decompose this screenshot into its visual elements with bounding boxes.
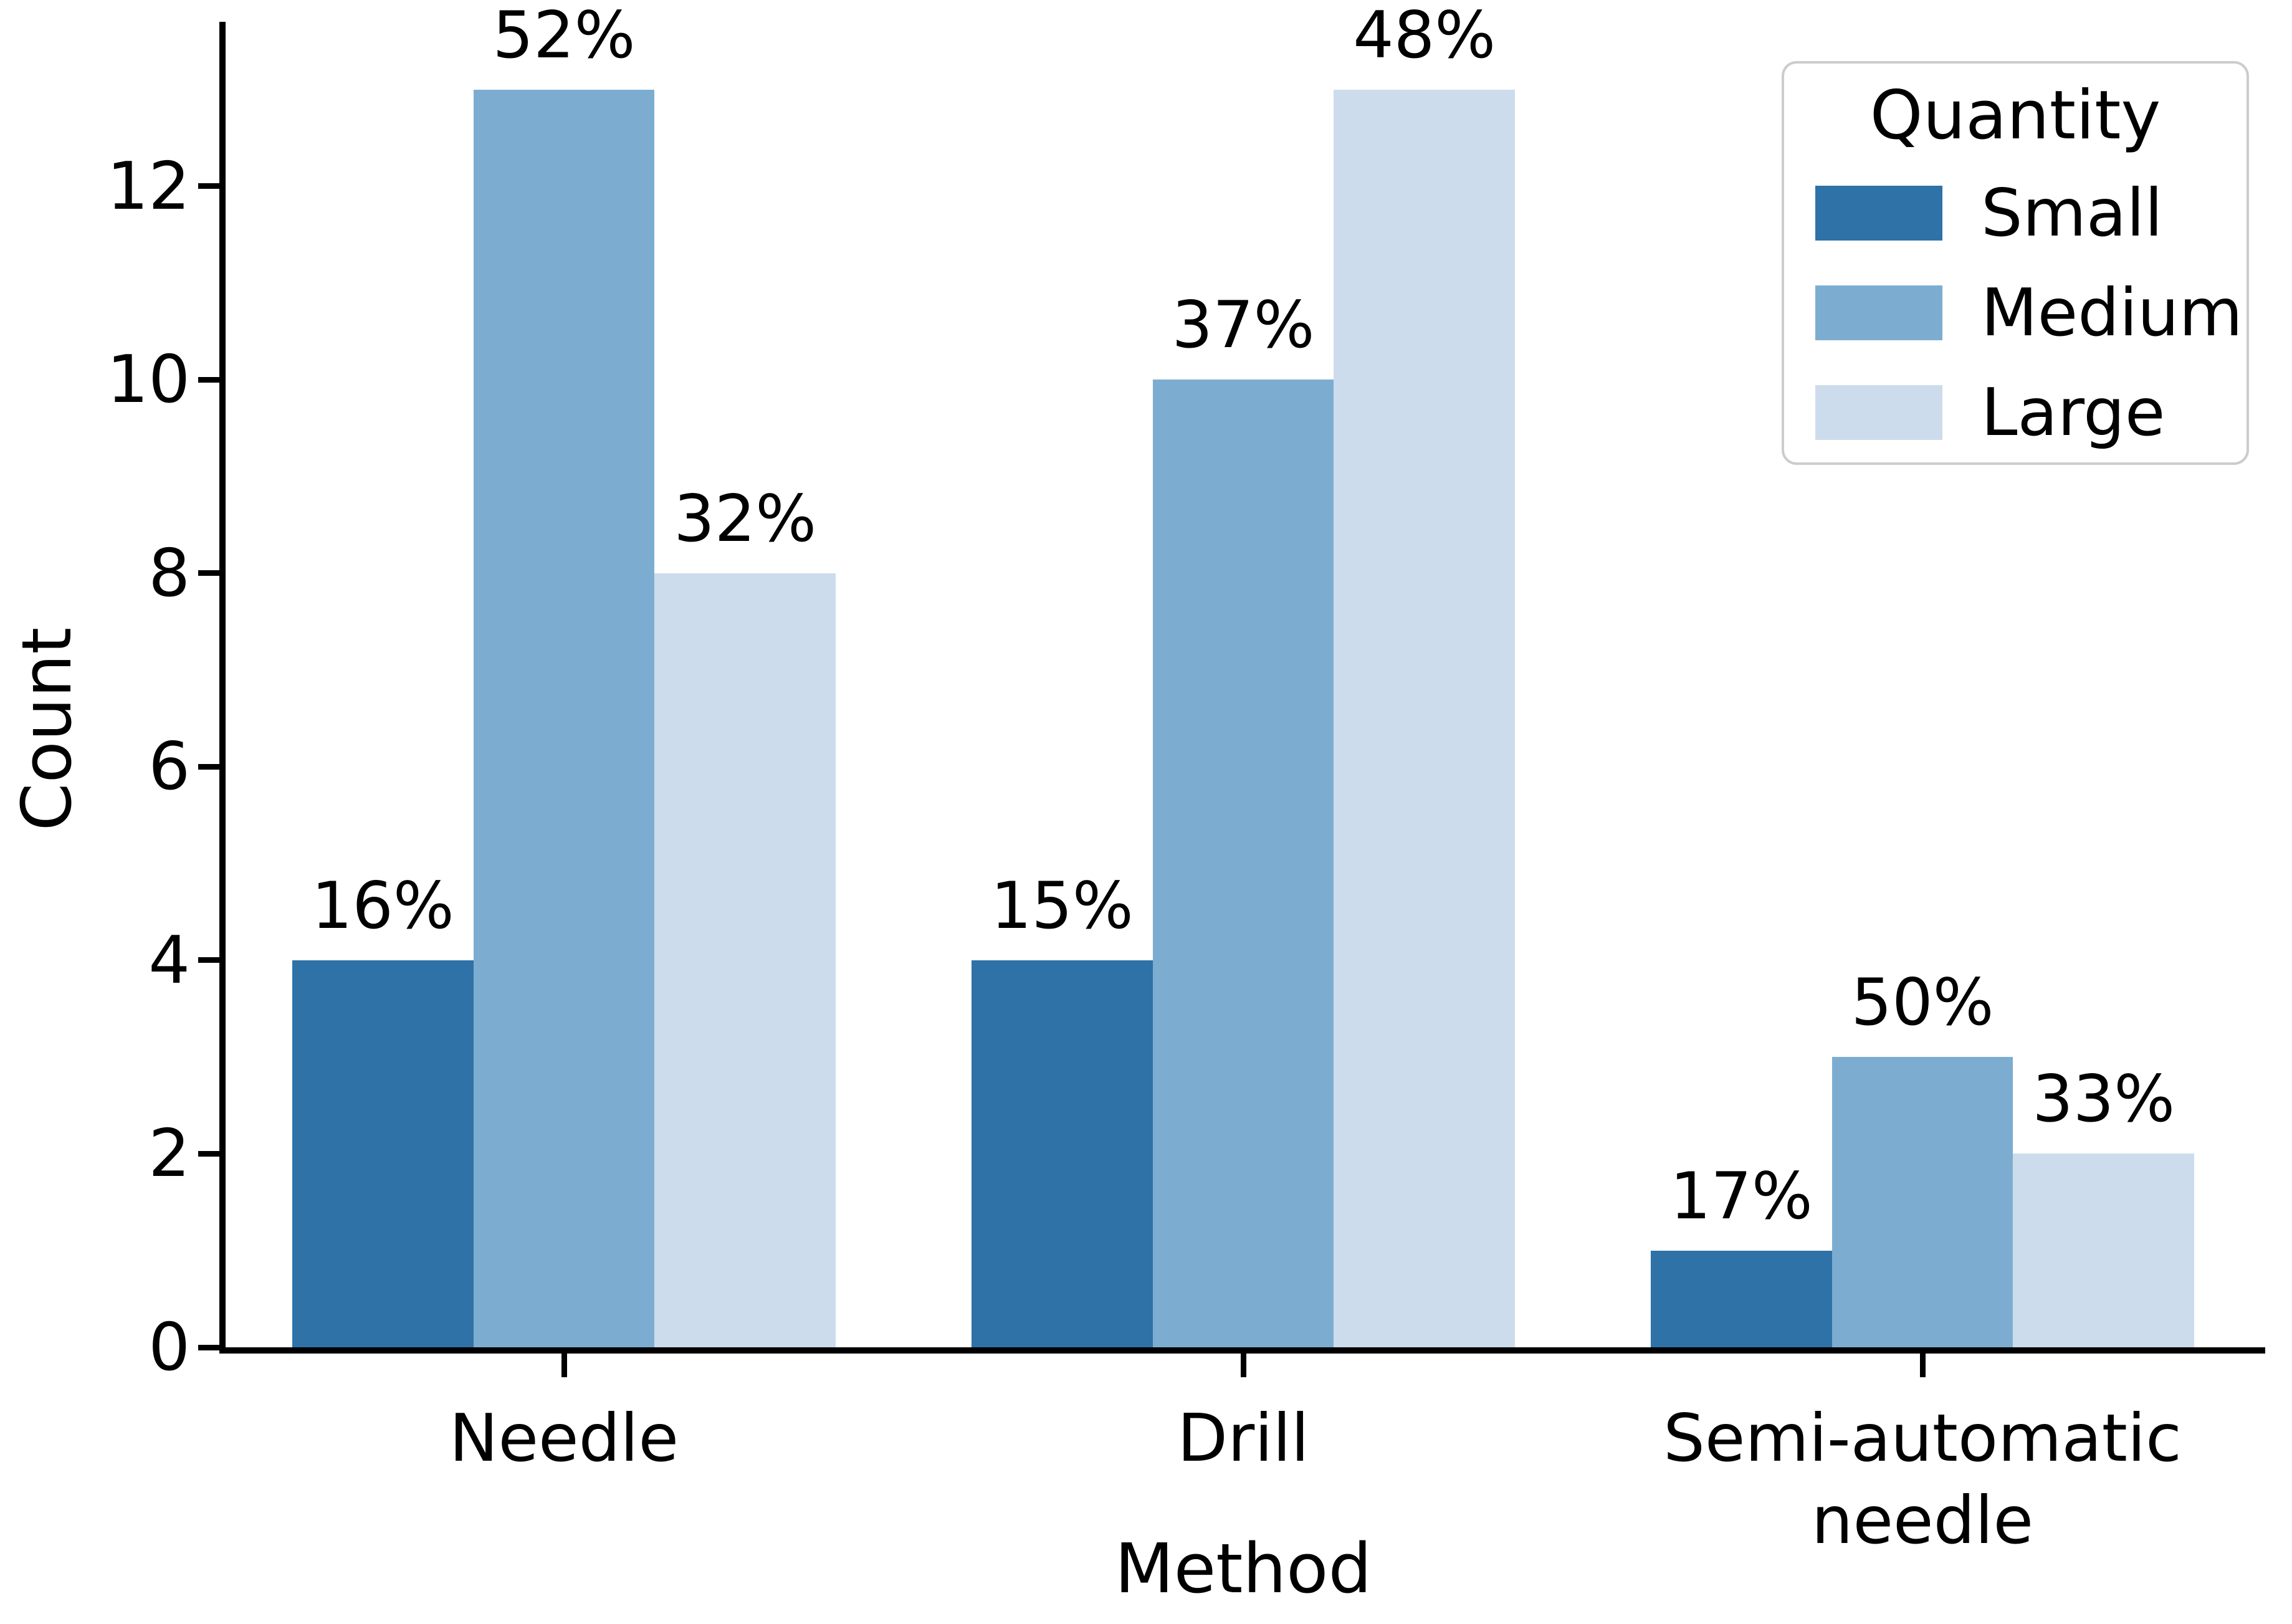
legend-item-medium: Medium — [1815, 269, 2247, 356]
legend-rows: Small Medium Large — [1784, 170, 2247, 456]
bar-needle-large — [654, 573, 836, 1347]
legend-swatch-large — [1815, 385, 1942, 440]
bar-label-drill-small: 15% — [990, 868, 1134, 943]
x-tick-label-semi-automatic-needle: Semi-automatic needle — [1663, 1400, 2182, 1559]
y-tick-mark-10 — [198, 376, 219, 383]
bar-label-semi-automatic-needle-medium: 50% — [1851, 965, 1994, 1041]
bar-label-drill-medium: 37% — [1172, 288, 1315, 363]
legend-item-small: Small — [1815, 170, 2247, 257]
x-tick-label-needle: Needle — [449, 1400, 679, 1476]
bar-label-drill-large: 48% — [1353, 0, 1496, 73]
bar-label-semi-automatic-needle-small: 17% — [1669, 1158, 1813, 1234]
y-axis-title: Count — [7, 627, 87, 831]
y-tick-mark-8 — [198, 570, 219, 576]
legend-title: Quantity — [1869, 77, 2161, 155]
bar-semi-automatic-needle-small — [1651, 1250, 1832, 1347]
legend-box: Quantity Small Medium Large — [1782, 61, 2249, 465]
x-tick-label-drill: Drill — [1177, 1400, 1309, 1476]
y-tick-label-8: 8 — [148, 535, 190, 611]
y-tick-label-4: 4 — [148, 922, 190, 998]
legend-swatch-small — [1815, 186, 1942, 241]
x-tick-mark-drill — [1240, 1354, 1246, 1377]
bar-drill-large — [1334, 89, 1515, 1347]
y-tick-label-10: 10 — [107, 342, 190, 418]
bar-label-needle-large: 32% — [674, 481, 817, 556]
y-tick-label-2: 2 — [148, 1115, 190, 1192]
x-tick-mark-semi-automatic-needle — [1919, 1354, 1926, 1377]
y-tick-label-0: 0 — [148, 1309, 190, 1385]
y-axis-spine — [219, 22, 226, 1354]
bar-needle-small — [292, 960, 474, 1347]
bar-drill-medium — [1152, 380, 1334, 1347]
bar-label-needle-medium: 52% — [492, 0, 636, 73]
y-tick-mark-4 — [198, 957, 219, 963]
y-tick-mark-12 — [198, 183, 219, 189]
bar-drill-small — [972, 960, 1153, 1347]
y-tick-label-6: 6 — [148, 728, 190, 805]
legend-swatch-medium — [1815, 285, 1942, 340]
legend-item-large: Large — [1815, 369, 2247, 456]
y-tick-mark-6 — [198, 763, 219, 770]
bar-semi-automatic-needle-medium — [1831, 1057, 2013, 1347]
legend-label-small: Small — [1981, 175, 2163, 251]
bar-label-needle-small: 16% — [311, 868, 454, 943]
x-tick-mark-needle — [561, 1354, 567, 1377]
y-tick-mark-2 — [198, 1150, 219, 1157]
legend-label-medium: Medium — [1981, 275, 2243, 351]
bar-semi-automatic-needle-large — [2013, 1154, 2194, 1347]
x-axis-title: Method — [1114, 1529, 1372, 1608]
legend-label-large: Large — [1981, 375, 2165, 451]
y-tick-label-12: 12 — [107, 148, 190, 224]
bar-label-semi-automatic-needle-large: 33% — [2032, 1062, 2175, 1137]
bar-needle-medium — [473, 89, 655, 1347]
y-tick-mark-0 — [198, 1344, 219, 1350]
x-axis-spine — [219, 1347, 2265, 1354]
